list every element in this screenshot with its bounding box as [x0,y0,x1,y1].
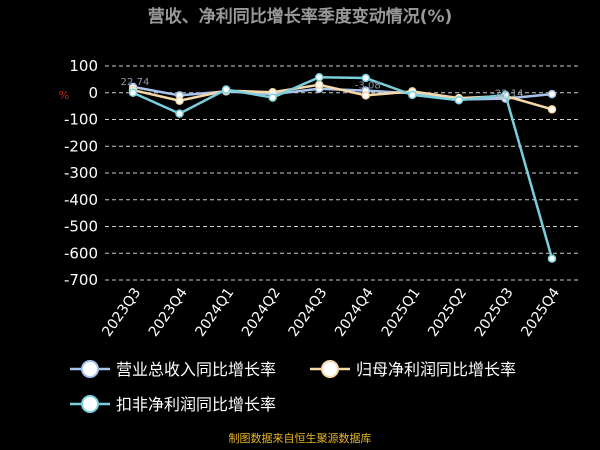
data-point [501,90,510,100]
y-tick-label: -400 [64,191,98,209]
data-source-footer: 制图数据来自恒生聚源数据库 [229,431,372,445]
data-point [268,93,277,102]
x-tick-label: 2023Q3 [99,285,144,340]
legend-label: 营业总收入同比增长率 [116,360,276,379]
x-tick-label: 2025Q2 [425,285,470,340]
y-tick-label: -700 [64,271,98,289]
data-point [361,91,371,100]
y-tick-label: 0 [88,84,98,102]
x-tick-label: 2023Q4 [146,285,191,340]
y-axis-unit-label: % [59,89,69,102]
legend-marker [321,360,339,378]
y-tick-label: -300 [64,164,98,182]
legend-item: 营业总收入同比增长率 [70,360,276,379]
y-tick-label: -600 [64,244,98,262]
y-tick-label: 100 [69,57,98,75]
data-point [314,80,324,89]
data-point [547,105,557,114]
grid-layer [105,65,580,281]
x-tick-label: 2025Q4 [518,285,563,340]
data-point [128,88,138,97]
legend-marker [81,360,99,378]
data-label: -3.08 [355,81,381,92]
y-tick-label: -500 [64,218,98,236]
y-tick-label: -200 [64,137,98,155]
x-tick-labels: 2023Q3 2023Q4 2024Q1 2024Q2 2024Q3 2024Q4 2025… [99,285,563,340]
data-point [408,90,417,100]
data-label: -22.14 [491,89,523,100]
legend-label: 归母净利润同比增长率 [356,360,516,379]
legend-item: 归母净利润同比增长率 [310,360,516,379]
data-point [361,73,371,83]
series-line [132,75,554,259]
y-tick-labels: 100 0 -100 -200 -300 -400 -500 -600 -700 [64,57,98,289]
x-tick-label: 2024Q4 [332,285,377,340]
data-point [314,72,324,82]
legend-marker [81,395,99,413]
data-point [547,254,557,263]
y-tick-label: -100 [64,111,98,129]
data-label: 22.74 [121,77,150,88]
series-group [128,72,557,263]
x-tick-label: 2024Q3 [286,285,331,340]
x-tick-label: 2025Q1 [379,285,424,340]
x-tick-label: 2025Q3 [472,285,517,340]
series-layer [128,72,557,263]
x-tick-label: 2024Q1 [192,285,237,340]
chart-title: 营收、净利同比增长率季度变动情况(%) [148,6,453,27]
data-labels: 22.74 -3.08 -22.14 [121,77,524,100]
data-point [175,109,184,118]
data-point [221,85,231,94]
data-point [454,95,464,105]
legend-label: 扣非净利润同比增长率 [116,395,276,414]
data-point [175,96,184,106]
x-tick-label: 2024Q2 [239,285,284,340]
legend-item: 扣非净利润同比增长率 [70,395,276,414]
data-point [547,89,557,99]
